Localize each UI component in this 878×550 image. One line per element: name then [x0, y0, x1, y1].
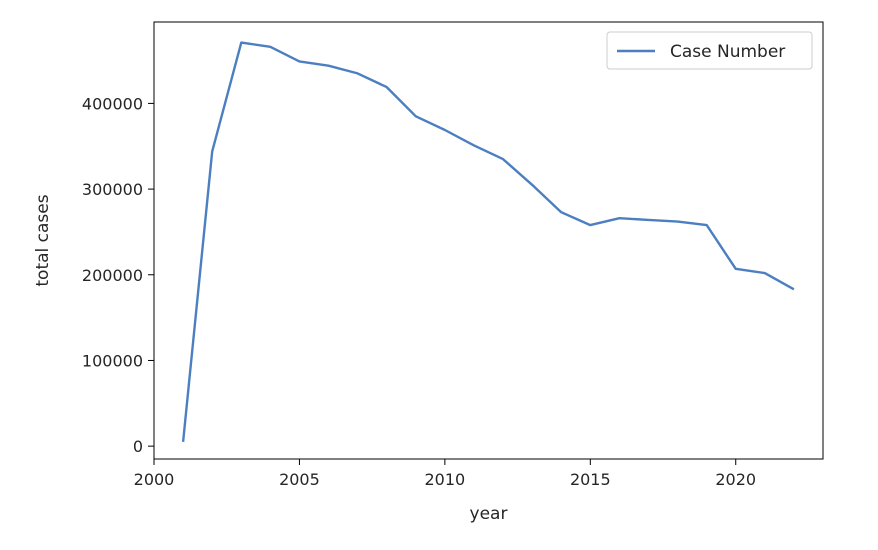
series-layer: [181, 41, 795, 443]
x-tick-label: 2020: [715, 470, 756, 489]
legend: Case Number: [606, 31, 813, 70]
y-tick-label: 0: [133, 437, 143, 456]
x-tick-label: 2015: [570, 470, 611, 489]
x-tick-label: 2000: [134, 470, 175, 489]
legend-label: Case Number: [670, 42, 785, 62]
plot-frame: [153, 21, 824, 460]
y-tick-label: 400000: [82, 94, 143, 113]
y-tick-label: 300000: [82, 180, 143, 199]
series-line-0: [181, 41, 795, 443]
y-tick-label: 100000: [82, 351, 143, 370]
x-axis: 2000 2005 2010 2015 2020: [134, 459, 756, 489]
legend-box: [606, 31, 813, 70]
x-axis-label: year: [470, 504, 508, 524]
x-tick-label: 2010: [425, 470, 466, 489]
x-tick-label: 2005: [279, 470, 320, 489]
y-axis-label: total cases: [33, 194, 53, 286]
plot-area: [153, 21, 824, 460]
y-tick-label: 200000: [82, 266, 143, 285]
y-axis: 0 100000 200000 300000 400000: [82, 94, 154, 456]
